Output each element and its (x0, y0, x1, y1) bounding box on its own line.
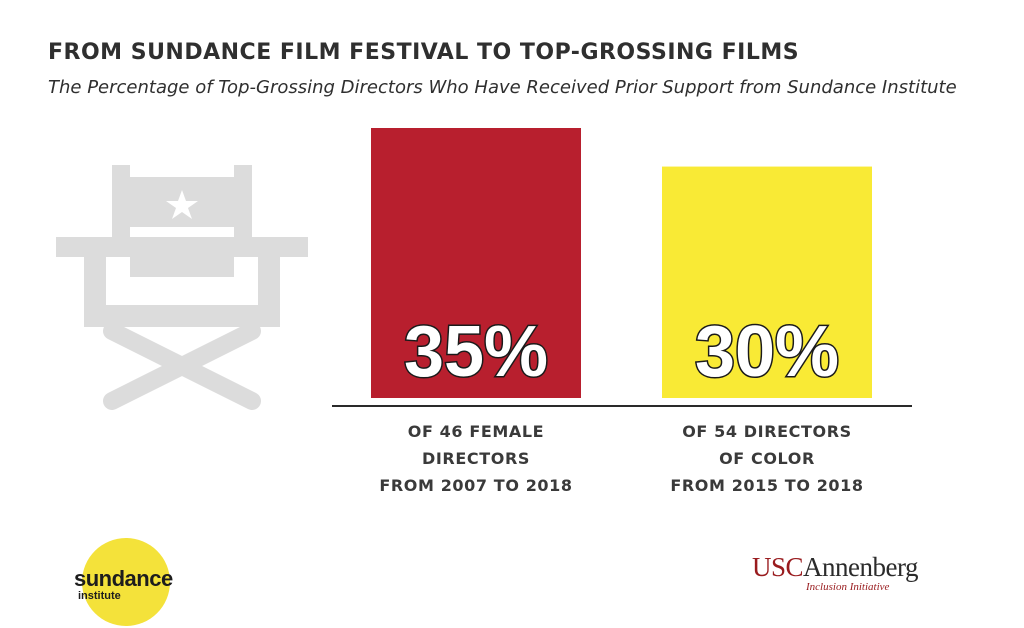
star-icon (166, 190, 198, 219)
sundance-logo-word: sundance (74, 566, 173, 591)
caption-line: FROM 2015 TO 2018 (670, 476, 864, 495)
bar-value-label: 35% (404, 312, 548, 392)
caption-line: OF 54 DIRECTORS (682, 422, 852, 441)
caption-line: FROM 2007 TO 2018 (379, 476, 573, 495)
bar-1 (662, 166, 872, 398)
sundance-institute-logo: sundance institute (60, 538, 220, 628)
chart-subtitle: The Percentage of Top-Grossing Directors… (48, 77, 957, 98)
caption-female-directors: OF 46 FEMALE DIRECTORS FROM 2007 TO 2018 (346, 418, 606, 499)
directors-chair-icon (56, 165, 308, 410)
usc-logo-sub: Inclusion Initiative (806, 581, 890, 593)
usc-logo-name: Annenberg (803, 552, 919, 582)
caption-line: OF 46 FEMALE (407, 422, 545, 441)
sundance-logo-sub: institute (78, 590, 121, 602)
usc-annenberg-logo: USCAnnenberg Inclusion Initiative (752, 552, 952, 612)
sun-icon (82, 538, 170, 626)
caption-directors-of-color: OF 54 DIRECTORS OF COLOR FROM 2015 TO 20… (637, 418, 897, 499)
chart-title: FROM SUNDANCE FILM FESTIVAL TO TOP-GROSS… (48, 40, 800, 65)
usc-logo-prefix: USC (752, 552, 804, 582)
caption-line: DIRECTORS (422, 449, 530, 468)
caption-line: OF COLOR (719, 449, 815, 468)
bar-0 (371, 128, 581, 398)
bar-value-label: 30% (695, 312, 839, 392)
